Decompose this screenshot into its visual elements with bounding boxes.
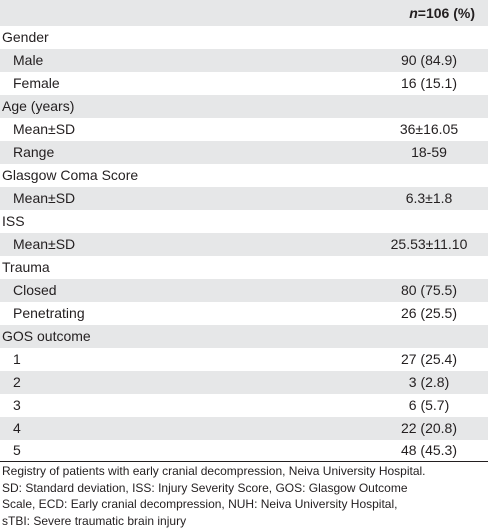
table-footnote: Registry of patients with early cranial … — [2, 463, 488, 529]
header-count-cell: n=106 (%) — [409, 5, 475, 21]
table-row: Mean±SD 25.53±11.10 — [0, 233, 488, 256]
table-row: Gender — [0, 26, 488, 49]
row-value: 48 (45.3) — [400, 442, 458, 458]
table-row: Mean±SD 6.3±1.8 — [0, 187, 488, 210]
table-row: Male 90 (84.9) — [0, 49, 488, 72]
table-row: 1 27 (25.4) — [0, 348, 488, 371]
table-row: Range 18-59 — [0, 141, 488, 164]
row-label: 3 — [13, 397, 21, 413]
row-label: ISS — [2, 213, 25, 229]
table-row: Age (years) — [0, 95, 488, 118]
row-label: Female — [13, 75, 60, 91]
row-label: Glasgow Coma Score — [2, 167, 139, 183]
row-value: 22 (20.8) — [400, 420, 458, 436]
table-row: Closed 80 (75.5) — [0, 279, 488, 302]
table-row: Mean±SD 36±16.05 — [0, 118, 488, 141]
table-row: ISS — [0, 210, 488, 233]
row-value: 16 (15.1) — [400, 75, 458, 91]
header-count-label: =106 (%) — [417, 5, 475, 21]
row-value: 80 (75.5) — [400, 282, 458, 298]
table-row: 3 6 (5.7) — [0, 394, 488, 417]
row-value: 6 (5.7) — [408, 397, 450, 413]
table-row: Female 16 (15.1) — [0, 72, 488, 95]
footnote-line: Scale, ECD: Early cranial decompression,… — [2, 497, 398, 511]
row-label: Mean±SD — [13, 190, 76, 206]
row-value: 18-59 — [411, 144, 447, 160]
table-bottom-rule — [0, 461, 488, 462]
row-label: 4 — [13, 420, 21, 436]
table-row: GOS outcome — [0, 325, 488, 348]
row-value: 26 (25.5) — [400, 305, 458, 321]
row-label: 5 — [13, 442, 21, 458]
row-value: 27 (25.4) — [400, 351, 458, 367]
footnote-line: SD: Standard deviation, ISS: Injury Seve… — [2, 480, 408, 495]
footnote-line: sTBI: Severe traumatic brain injury — [2, 513, 187, 528]
row-label: Gender — [2, 29, 49, 45]
table-row: 2 3 (2.8) — [0, 371, 488, 394]
row-label: Range — [13, 144, 55, 160]
row-label: Penetrating — [13, 305, 85, 321]
row-label: 2 — [13, 374, 21, 390]
row-label: Male — [13, 52, 44, 68]
table-row: 5 48 (45.3) — [0, 439, 488, 462]
footnote-line: Registry of patients with early cranial … — [2, 464, 426, 478]
row-value: 6.3±1.8 — [405, 190, 453, 206]
row-label: Mean±SD — [13, 236, 76, 252]
row-value: 36±16.05 — [399, 121, 459, 137]
table-header: n=106 (%) — [0, 0, 488, 26]
row-label: Age (years) — [2, 98, 75, 114]
header-n-label: n — [409, 5, 418, 21]
row-value: 3 (2.8) — [408, 374, 450, 390]
table-row: Penetrating 26 (25.5) — [0, 302, 488, 325]
row-label: GOS outcome — [2, 328, 91, 344]
row-label: Closed — [13, 282, 57, 298]
row-label: Mean±SD — [13, 121, 76, 137]
row-value: 90 (84.9) — [400, 52, 458, 68]
row-label: Trauma — [2, 259, 50, 275]
table-row: Trauma — [0, 256, 488, 279]
table-row: 4 22 (20.8) — [0, 417, 488, 440]
row-value: 25.53±11.10 — [390, 236, 468, 252]
table-row: Glasgow Coma Score — [0, 164, 488, 187]
row-label: 1 — [13, 351, 21, 367]
